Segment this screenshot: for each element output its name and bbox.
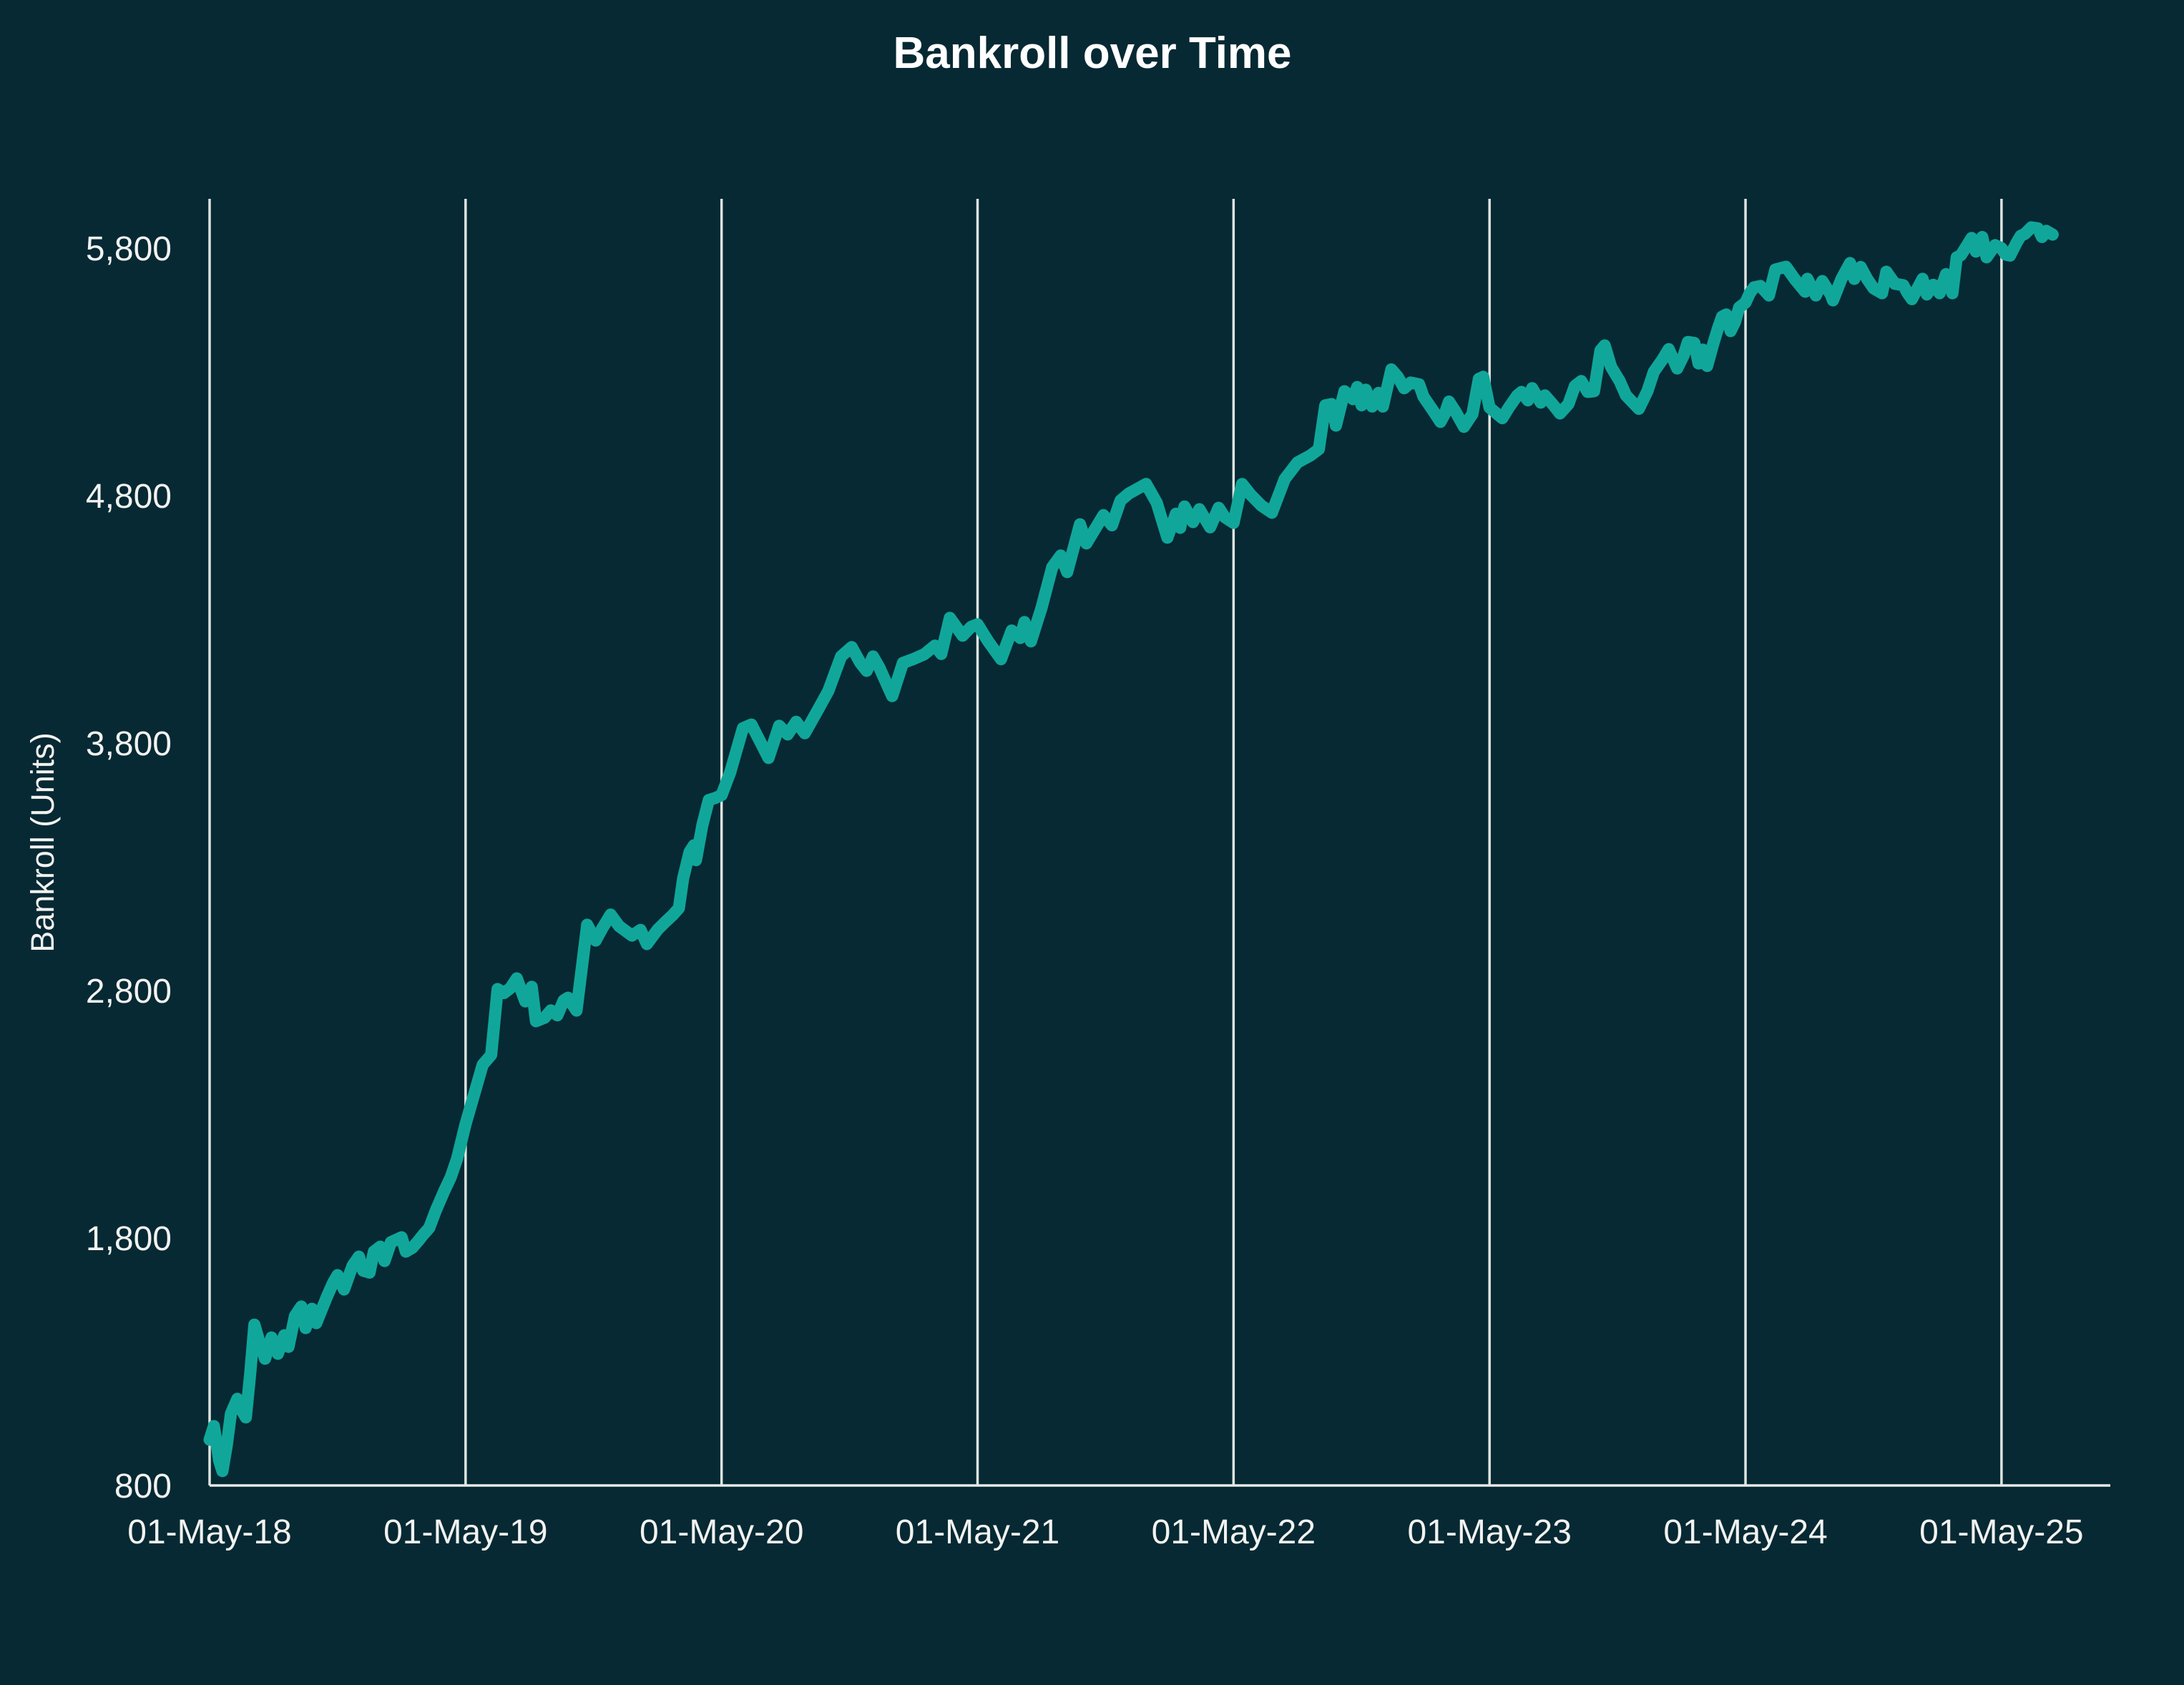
series-line-bankroll	[203, 221, 2059, 1478]
bankroll-line-series	[203, 221, 2059, 1478]
x-tick-label: 01-May-23	[1407, 1513, 1571, 1551]
y-tick-label: 3,800	[86, 725, 172, 763]
x-tick-label: 01-May-25	[1919, 1513, 2083, 1551]
x-tick-label: 01-May-24	[1663, 1513, 1827, 1551]
y-tick-label: 800	[114, 1468, 172, 1505]
y-tick-label: 5,800	[86, 230, 172, 268]
y-axis-tick-labels: 800 1,800 2,800 3,800 4,800 5,800	[86, 230, 172, 1505]
x-tick-label: 01-May-18	[127, 1513, 291, 1551]
x-tick-label: 01-May-21	[896, 1513, 1059, 1551]
y-axis-title: Bankroll (Units)	[24, 732, 61, 953]
chart-title: Bankroll over Time	[893, 29, 1291, 78]
x-tick-label: 01-May-19	[383, 1513, 547, 1551]
y-tick-label: 4,800	[86, 478, 172, 516]
x-axis-tick-labels: 01-May-18 01-May-19 01-May-20 01-May-21 01-M…	[127, 1513, 2083, 1551]
y-tick-label: 1,800	[86, 1220, 172, 1258]
y-tick-label: 2,800	[86, 973, 172, 1011]
x-tick-label: 01-May-20	[640, 1513, 803, 1551]
x-tick-label: 01-May-22	[1152, 1513, 1316, 1551]
